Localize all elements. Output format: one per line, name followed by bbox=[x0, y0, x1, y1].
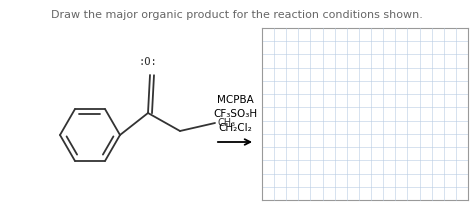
Text: CH₂Cl₂: CH₂Cl₂ bbox=[218, 123, 252, 133]
Text: Draw the major organic product for the reaction conditions shown.: Draw the major organic product for the r… bbox=[51, 10, 423, 20]
Text: CH₃: CH₃ bbox=[218, 118, 236, 128]
Text: :O:: :O: bbox=[138, 57, 157, 67]
Text: CF₃SO₃H: CF₃SO₃H bbox=[213, 109, 257, 119]
Text: MCPBA: MCPBA bbox=[217, 95, 254, 105]
